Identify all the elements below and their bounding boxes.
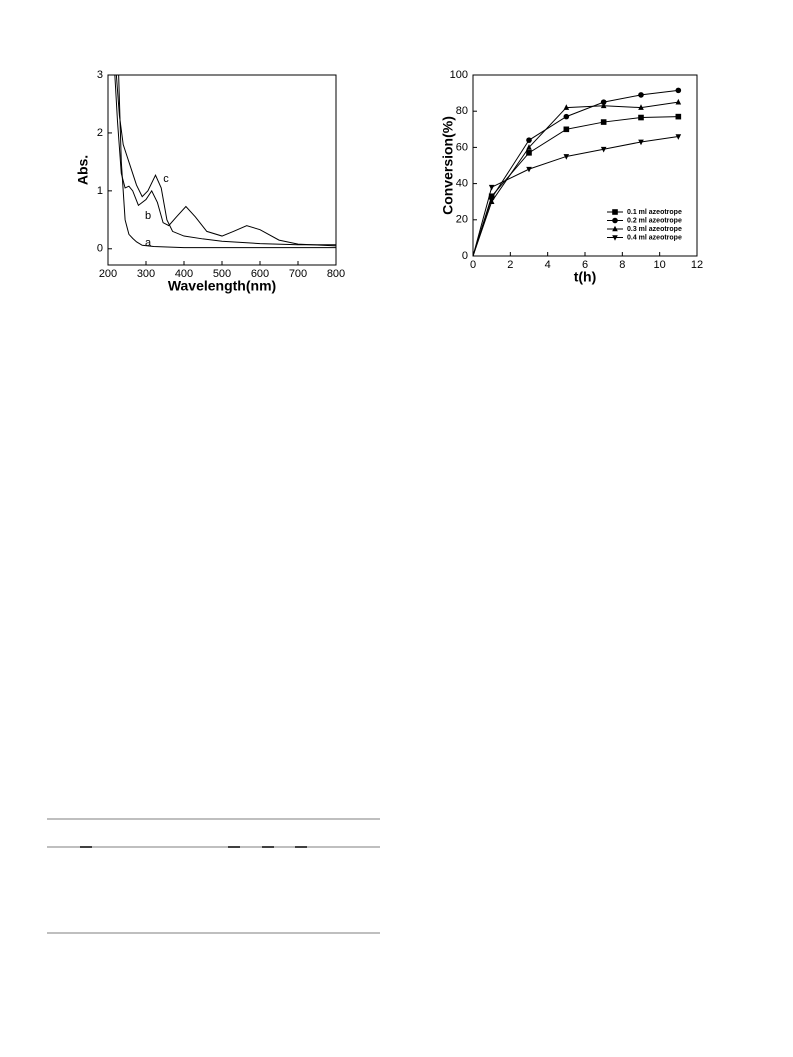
y-axis-title: Abs. — [75, 155, 91, 185]
y-tick-label: 0 — [462, 250, 468, 262]
x-tick-label: 10 — [654, 259, 666, 271]
series-line — [118, 75, 336, 249]
x-tick-label: 2 — [507, 259, 513, 271]
x-tick-label: 0 — [470, 259, 476, 271]
legend-marker — [612, 225, 618, 232]
legend-label: 0.1 ml azeotrope — [627, 209, 682, 216]
legend-label: 0.2 ml azeotrope — [627, 217, 682, 224]
curve-label: a — [145, 237, 152, 249]
y-tick-label: 40 — [456, 178, 468, 190]
marker — [638, 104, 644, 110]
table-rules — [47, 818, 380, 934]
y-axis-title: Conversion(%) — [440, 116, 456, 215]
legend-marker — [612, 235, 618, 241]
marker — [600, 102, 607, 109]
marker — [488, 184, 495, 191]
curve-label: b — [145, 210, 151, 222]
marker — [675, 113, 682, 120]
marker — [638, 114, 644, 121]
legend-marker — [612, 217, 618, 224]
x-axis-title: t(h) — [574, 269, 597, 285]
marker — [675, 87, 682, 94]
x-tick-label: 600 — [251, 268, 269, 280]
x-tick-label: 700 — [289, 268, 307, 280]
y-tick-label: 80 — [456, 105, 468, 117]
marker — [675, 98, 682, 105]
series-line — [114, 75, 336, 247]
y-tick-label: 100 — [450, 69, 468, 81]
marker — [675, 134, 682, 140]
curve-label: c — [163, 173, 169, 185]
x-tick-label: 300 — [137, 268, 155, 280]
legend-marker — [612, 209, 618, 215]
marker — [638, 139, 644, 146]
x-tick-label: 12 — [691, 259, 703, 271]
plot-frame — [472, 74, 698, 257]
y-tick-label: 2 — [97, 127, 103, 139]
marker — [526, 137, 532, 143]
y-tick-label: 60 — [456, 141, 468, 153]
marker — [563, 104, 570, 110]
marker — [488, 198, 495, 204]
x-tick-label: 800 — [327, 268, 345, 280]
marker — [600, 99, 607, 105]
y-tick-label: 20 — [456, 214, 468, 226]
marker — [600, 146, 607, 153]
x-tick-label: 8 — [619, 259, 625, 271]
x-tick-label: 6 — [582, 259, 588, 271]
y-tick-label: 3 — [97, 69, 103, 81]
legend-label: 0.3 ml azeotrope — [627, 226, 682, 233]
legend-label: 0.4 ml azeotrope — [627, 234, 682, 241]
plot-frame — [107, 74, 337, 266]
marker — [563, 126, 570, 133]
chart: 200 300 400 500 600 700 800 0 1 2 3 Wavelength(nm) A… — [75, 69, 345, 294]
marker — [600, 119, 607, 125]
marker — [526, 150, 532, 156]
y-tick-label: 1 — [97, 185, 103, 197]
marker — [526, 144, 532, 150]
x-tick-label: 400 — [175, 268, 193, 280]
x-tick-label: 500 — [213, 268, 231, 280]
x-axis-title: Wavelength(nm) — [168, 278, 276, 294]
y-tick-label: 0 — [97, 243, 103, 255]
marker — [638, 92, 644, 98]
chart: 0 2 4 6 8 10 12 0 20 40 60 80 100 t(h) Conversion(%) 0.… — [440, 69, 703, 285]
marker — [563, 113, 570, 120]
marker — [526, 166, 532, 173]
series-line — [115, 75, 336, 246]
x-tick-label: 4 — [545, 259, 551, 271]
x-tick-label: 200 — [99, 268, 117, 280]
marker — [563, 154, 570, 160]
